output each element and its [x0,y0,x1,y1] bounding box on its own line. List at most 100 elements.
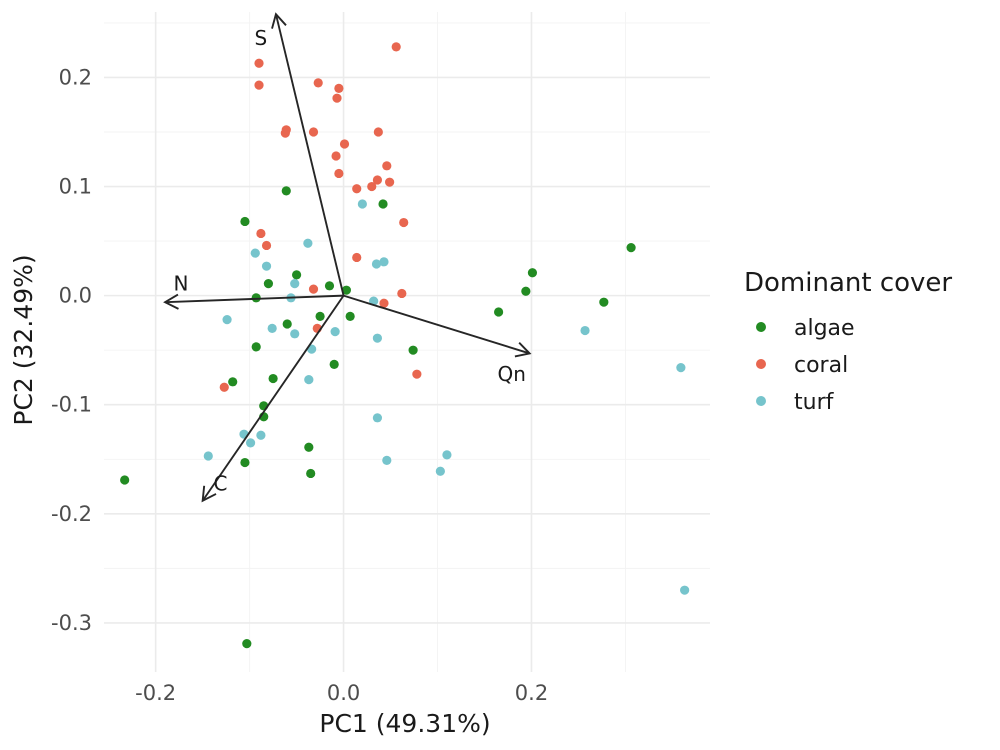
data-point-coral [334,83,344,93]
y-axis-title: PC2 (32.49%) [9,254,38,425]
data-point-turf [290,279,300,289]
arrow-head [514,342,532,358]
loading-label: Qn [498,362,526,386]
data-point-algae [626,243,636,253]
data-point-coral [254,58,264,68]
y-axis-ticks: -0.3 -0.2 -0.1 0.0 0.1 0.2 [51,65,92,634]
legend-key [756,359,766,369]
arrow-shaft [275,13,345,296]
data-point-algae [304,442,314,452]
data-point-algae [315,311,325,321]
data-point-turf [371,259,382,269]
data-point-coral [379,298,389,308]
loading-arrow-qn: Qn [343,294,532,386]
data-point-algae [292,270,302,280]
legend: Dominant cover algae coral turf [744,268,952,415]
data-point-turf [372,413,383,423]
data-point-coral [254,80,264,90]
loading-label: C [214,471,228,495]
data-point-turf [256,430,266,440]
legend-label: coral [794,353,848,378]
data-point-algae [120,475,130,485]
data-point-algae [306,468,316,479]
data-point-coral [313,78,323,88]
data-point-turf [382,455,392,465]
data-point-coral [372,175,383,185]
y-tick-label: 0.0 [59,284,92,308]
data-point-coral [331,151,341,161]
legend-title: Dominant cover [744,268,952,298]
y-tick-label: -0.3 [51,611,92,635]
data-point-turf [676,363,686,373]
legend-item-turf: turf [756,390,835,415]
series-coral [219,42,422,392]
data-point-algae [282,319,292,329]
data-point-algae [263,279,274,289]
data-point-algae [324,281,335,291]
data-point-turf [357,199,367,209]
y-tick-label: 0.2 [59,65,92,89]
grid [104,12,710,672]
legend-label: algae [794,316,855,341]
data-point-turf [435,466,445,476]
data-point-algae [228,377,238,387]
arrow-shaft [201,295,345,502]
data-point-algae [240,216,250,227]
data-point-coral [397,288,407,299]
scatter-points [120,42,690,649]
data-point-coral [332,93,342,103]
arrow-head [163,293,179,310]
data-point-coral [334,168,344,179]
data-point-coral [308,127,319,137]
data-point-turf [250,248,260,258]
y-tick-label: 0.1 [59,175,92,199]
data-point-algae [281,186,291,196]
data-point-algae [251,293,261,303]
data-point-turf [379,257,389,267]
data-point-coral [281,125,291,135]
data-point-algae [408,345,418,355]
data-point-coral [373,127,383,137]
y-tick-label: -0.1 [51,393,92,417]
legend-item-algae: algae [756,316,855,341]
loading-arrow-s: S [255,12,345,296]
data-point-coral [385,177,395,187]
legend-key [756,396,766,406]
loading-arrow-n: N [163,272,344,310]
data-point-coral [339,139,350,149]
x-axis-title: PC1 (49.31%) [319,709,490,738]
data-point-coral [308,284,319,294]
data-point-turf [303,238,313,248]
x-tick-label: -0.2 [135,681,176,705]
arrow-head [271,12,287,29]
data-point-turf [442,450,452,460]
data-point-turf [372,333,383,343]
data-point-turf [267,323,277,333]
data-point-coral [352,184,362,194]
legend-item-coral: coral [756,353,848,378]
data-point-turf [330,327,340,337]
loading-arrows: S N Qn C [163,12,532,503]
data-point-turf [261,261,272,271]
data-point-algae [240,457,250,468]
data-point-coral [391,42,401,52]
series-algae [120,186,636,649]
data-point-coral [219,382,229,392]
data-point-algae [521,286,531,296]
data-point-coral [399,217,409,228]
x-tick-label: 0.2 [515,681,548,705]
data-point-turf [680,585,690,595]
loading-label: N [174,272,189,296]
data-point-turf [290,329,300,339]
arrow-shaft [165,294,344,304]
data-point-coral [382,161,392,171]
x-axis-ticks: -0.2 0.0 0.2 [135,681,548,705]
loading-label: S [255,26,268,50]
data-point-algae [378,199,388,209]
data-point-algae [242,639,252,649]
loading-arrow-c: C [201,295,345,503]
data-point-algae [345,311,355,321]
x-tick-label: 0.0 [327,681,360,705]
data-point-turf [580,325,590,336]
